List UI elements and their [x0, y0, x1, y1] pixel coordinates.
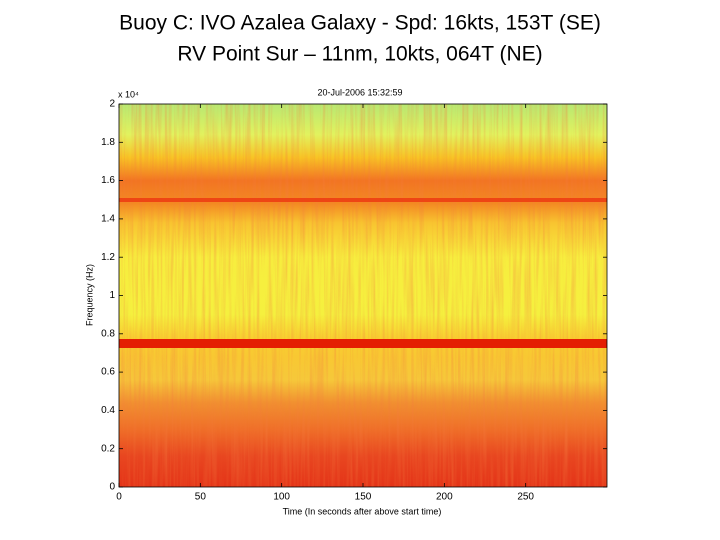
y-tick-label: 1.4	[101, 214, 115, 225]
spectrogram-image	[118, 103, 608, 488]
x-axis-label: Time (In seconds after above start time)	[283, 506, 442, 516]
y-tick-label: 1	[109, 290, 115, 301]
tonal-line	[119, 339, 607, 348]
spectrogram-texture	[119, 104, 607, 487]
y-tick-label: 0.4	[101, 405, 115, 416]
y-tick-label: 1.2	[101, 252, 115, 263]
chart-title: 20-Jul-2006 15:32:59	[317, 87, 402, 97]
y-tick-label: 0.2	[101, 443, 115, 454]
y-tick-label: 2	[109, 99, 115, 110]
y-tick-label: 1.6	[101, 175, 115, 186]
x-tick-label: 50	[195, 492, 207, 503]
x-tick-label: 250	[517, 492, 534, 503]
y-axis-label: Frequency (Hz)	[84, 264, 94, 326]
x-tick-label: 200	[436, 492, 453, 503]
x-tick-label: 150	[355, 492, 372, 503]
header-line: Buoy C: IVO Azalea Galaxy - Spd: 16kts, …	[119, 12, 601, 35]
y-tick-label: 1.8	[101, 137, 115, 148]
x-tick-label: 0	[116, 492, 122, 503]
x-tick-label: 100	[273, 492, 290, 503]
axis-multiplier: x 10⁴	[118, 89, 139, 99]
tonal-line	[119, 198, 607, 202]
y-tick-label: 0.8	[101, 328, 115, 339]
header-line: RV Point Sur – 11nm, 10kts, 064T (NE)	[177, 43, 542, 66]
y-tick-label: 0.6	[101, 367, 115, 378]
y-tick-label: 0	[109, 482, 115, 493]
